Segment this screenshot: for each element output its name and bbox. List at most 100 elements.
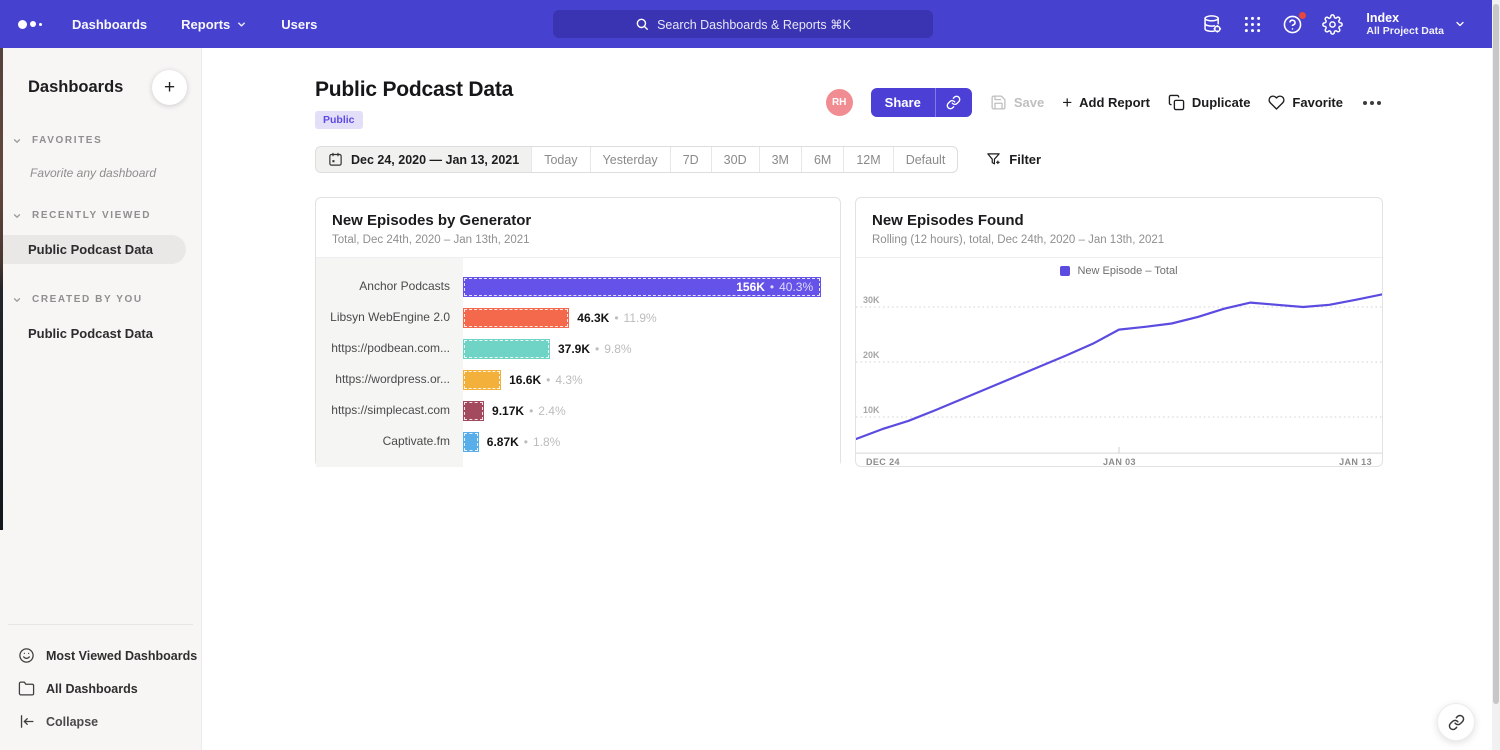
bar-value-label: 156K • 40.3% xyxy=(736,279,814,294)
link-icon xyxy=(1448,714,1464,730)
chart-subtitle: Total, Dec 24th, 2020 – Jan 13th, 2021 xyxy=(332,234,530,246)
avatar[interactable]: RH xyxy=(825,89,853,116)
apps-grid-icon[interactable] xyxy=(1242,14,1263,35)
bar-category-label: https://simplecast.com xyxy=(331,403,450,417)
project-name: Index xyxy=(1366,10,1400,25)
save-button[interactable]: Save xyxy=(990,94,1044,111)
bar[interactable] xyxy=(463,307,570,328)
x-tick-label: JAN 13 xyxy=(1339,457,1372,467)
bar-track: 156K • 40.3% xyxy=(463,271,840,302)
bar-row: https://simplecast.com 9.17K • 2.4% xyxy=(316,395,840,426)
bar-track: 6.87K • 1.8% xyxy=(463,426,840,457)
y-tick-label: 30K xyxy=(863,295,880,305)
notification-badge xyxy=(1298,10,1308,20)
bar[interactable] xyxy=(463,369,502,390)
scrollbar-track[interactable] xyxy=(1492,0,1500,750)
brand-logo[interactable] xyxy=(18,19,42,29)
logo-dot xyxy=(30,21,36,27)
bar-category-label: Anchor Podcasts xyxy=(359,279,450,293)
project-scope: All Project Data xyxy=(1366,24,1444,37)
legend-swatch xyxy=(1060,266,1071,276)
bar-value-label: 16.6K • 4.3% xyxy=(509,372,583,387)
x-axis-labels: DEC 24 JAN 03 JAN 13 xyxy=(856,455,1382,467)
most-viewed-dashboards-button[interactable]: Most Viewed Dashboards xyxy=(0,639,201,672)
date-preset-button[interactable]: 30D xyxy=(712,147,760,172)
share-link-icon[interactable] xyxy=(936,88,972,117)
sidebar: Dashboards + FAVORITES Favorite any dash… xyxy=(0,48,202,750)
sidebar-item-public-podcast-data[interactable]: Public Podcast Data xyxy=(28,326,153,341)
date-preset-button[interactable]: Default xyxy=(905,152,946,167)
x-tick-label: DEC 24 xyxy=(866,457,900,467)
date-preset-button[interactable]: 6M xyxy=(802,147,845,172)
y-tick-label: 10K xyxy=(863,405,880,415)
share-button[interactable]: Share xyxy=(870,88,972,117)
chevron-down-icon xyxy=(1456,21,1464,27)
filter-button[interactable]: Filter xyxy=(986,152,1041,167)
bar-row: Captivate.fm 6.87K • 1.8% xyxy=(316,426,840,457)
bar-row: Libsyn WebEngine 2.0 46.3K • 11.9% xyxy=(316,302,840,333)
date-preset-button[interactable]: 12M xyxy=(844,147,894,172)
project-switcher[interactable]: Index All Project Data xyxy=(1366,11,1466,38)
divider xyxy=(8,624,193,625)
scrollbar-thumb[interactable] xyxy=(1493,4,1499,704)
section-favorites[interactable]: FAVORITES xyxy=(0,135,201,146)
bar[interactable] xyxy=(463,400,485,421)
save-icon xyxy=(991,95,1006,110)
window-edge-artifact xyxy=(0,48,3,530)
bar-track: 16.6K • 4.3% xyxy=(463,364,840,395)
date-preset-button[interactable]: Today xyxy=(532,147,591,172)
main-content: Public Podcast Data Public RH Share Save… xyxy=(202,48,1500,750)
section-recently-viewed[interactable]: RECENTLY VIEWED xyxy=(0,210,201,221)
sidebar-item-public-podcast-data[interactable]: Public Podcast Data xyxy=(0,235,186,264)
bar[interactable] xyxy=(463,338,550,359)
add-dashboard-button[interactable]: + xyxy=(152,70,187,105)
smile-icon xyxy=(19,648,34,663)
chevron-down-icon xyxy=(238,21,246,27)
plus-icon: + xyxy=(1062,92,1073,112)
chart-legend: New Episode – Total xyxy=(856,258,1382,284)
favorite-button[interactable]: Favorite xyxy=(1268,94,1343,111)
section-created-by-you[interactable]: CREATED BY YOU xyxy=(0,294,201,305)
calendar-icon xyxy=(329,152,342,166)
more-options-button[interactable] xyxy=(1361,97,1383,109)
legend-label: New Episode – Total xyxy=(1077,265,1178,277)
bar-value-label: 9.17K • 2.4% xyxy=(492,403,566,418)
chart-title: New Episodes Found xyxy=(872,212,1024,229)
all-dashboards-button[interactable]: All Dashboards xyxy=(0,672,201,705)
date-preset-button[interactable]: Yesterday xyxy=(591,147,671,172)
page-title: Public Podcast Data xyxy=(315,78,514,101)
bar-chart-card: New Episodes by Generator Total, Dec 24t… xyxy=(315,197,841,467)
bar[interactable] xyxy=(463,431,479,452)
share-link-fab[interactable] xyxy=(1437,703,1475,741)
collapse-icon xyxy=(20,715,34,728)
date-range-button[interactable]: Dec 24, 2020 — Jan 13, 2021 xyxy=(316,147,533,172)
line-plot: 30K 20K 10K xyxy=(856,284,1382,455)
bar-value-label: 46.3K • 11.9% xyxy=(577,310,657,325)
bar-chart: Anchor Podcasts 156K • 40.3% Libsyn WebEngin… xyxy=(316,258,840,467)
search-input[interactable]: Search Dashboards & Reports ⌘K xyxy=(553,10,933,38)
add-report-button[interactable]: + Add Report xyxy=(1062,92,1150,112)
nav-reports[interactable]: Reports xyxy=(181,17,247,32)
date-preset-button[interactable]: 7D xyxy=(671,147,712,172)
duplicate-button[interactable]: Duplicate xyxy=(1168,94,1250,111)
sidebar-title: Dashboards xyxy=(28,78,124,96)
bar-category-label: Libsyn WebEngine 2.0 xyxy=(330,310,450,324)
chevron-down-icon xyxy=(13,213,21,218)
series-line[interactable] xyxy=(856,293,1382,441)
bar-track: 46.3K • 11.9% xyxy=(463,302,840,333)
date-preset-button[interactable]: 3M xyxy=(760,147,802,172)
settings-icon[interactable] xyxy=(1322,13,1344,35)
chart-subtitle: Rolling (12 hours), total, Dec 24th, 202… xyxy=(872,234,1165,246)
search-placeholder: Search Dashboards & Reports ⌘K xyxy=(657,17,851,32)
nav-dashboards[interactable]: Dashboards xyxy=(72,16,148,32)
database-icon[interactable] xyxy=(1202,14,1223,35)
bar-track: 37.9K • 9.8% xyxy=(463,333,840,364)
bar[interactable]: 156K • 40.3% xyxy=(463,276,822,297)
duplicate-icon xyxy=(1168,94,1185,111)
collapse-sidebar-button[interactable]: Collapse xyxy=(0,705,201,738)
nav-users[interactable]: Users xyxy=(281,16,318,32)
line-chart-svg xyxy=(856,293,1382,454)
bar-category-label: https://podbean.com... xyxy=(331,341,450,355)
logo-dot xyxy=(39,22,42,26)
help-icon[interactable] xyxy=(1282,10,1308,35)
